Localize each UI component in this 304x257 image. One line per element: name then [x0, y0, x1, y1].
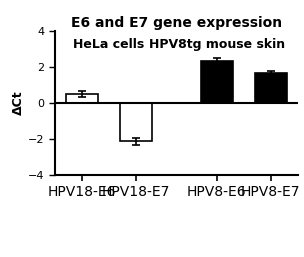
Bar [120, 103, 152, 141]
Text: HeLa cells: HeLa cells [73, 38, 144, 51]
Y-axis label: ΔCt: ΔCt [12, 90, 25, 115]
Bar [201, 61, 233, 103]
Title: E6 and E7 gene expression: E6 and E7 gene expression [71, 16, 282, 30]
Bar [254, 73, 287, 103]
Bar [66, 94, 98, 103]
Text: HPV8tg mouse skin: HPV8tg mouse skin [149, 38, 285, 51]
